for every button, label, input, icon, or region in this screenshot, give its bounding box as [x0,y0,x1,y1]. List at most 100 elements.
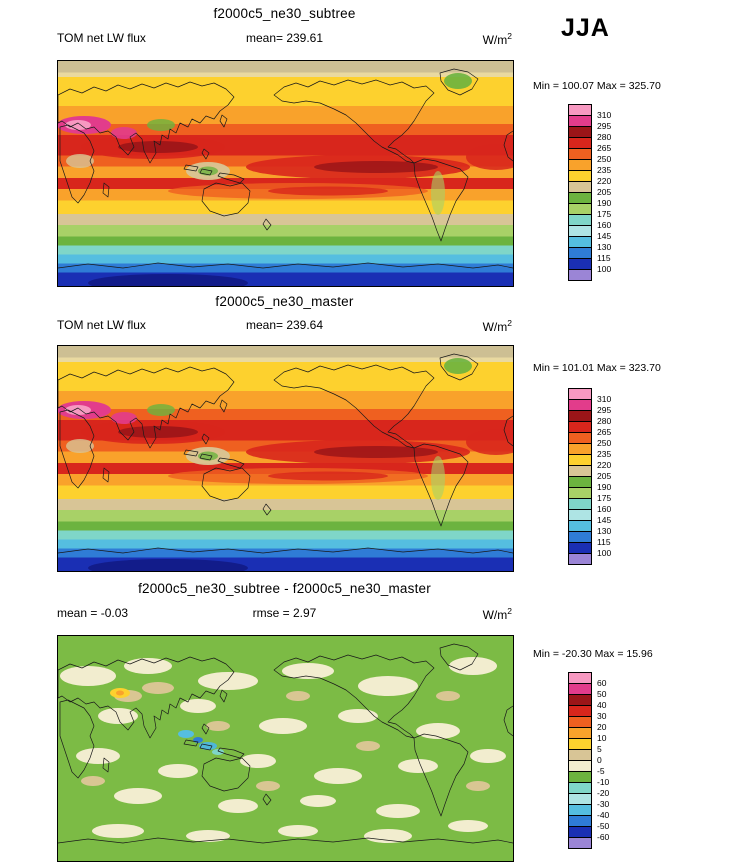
colorbar-tick-label: -50 [597,821,610,831]
panel-3-colorbar: 60 50 40 30 20 10 5 0 -5 -10 -20 -30 -40 -50 -60 [568,672,638,849]
colorbar-box [569,509,591,520]
colorbar-box [569,673,591,683]
colorbar-boxes [568,104,592,281]
map-subtree-graphic [58,68,513,286]
panel-1-units-base: W/m [482,33,508,47]
colorbar-box [569,837,591,848]
panel-3-units-base: W/m [482,608,508,622]
colorbar-box [569,476,591,487]
colorbar-box [569,421,591,432]
colorbar-box [569,465,591,476]
colorbar-box [569,258,591,269]
panel-3-title: f2000c5_ne30_subtree - f2000c5_ne30_mast… [138,581,431,596]
colorbar-box [569,443,591,454]
colorbar-box [569,727,591,738]
colorbar-box [569,225,591,236]
colorbar-tick-label: 175 [597,493,612,503]
panel-2-label-row: TOM net LW flux mean= 239.64 W/m2 [57,318,512,334]
colorbar-box [569,269,591,280]
colorbar-box [569,410,591,421]
colorbar-box [569,399,591,410]
panel-3-mean-label: mean = -0.03 [57,606,129,620]
colorbar-box [569,771,591,782]
panel-3-label-row: mean = -0.03 rmse = 2.97 W/m2 [57,606,512,622]
panel-2-colorbar: 310 295 280 265 250 235 220 205 190 175 160 145 130 1… [568,388,638,565]
colorbar-tick-label: 235 [597,449,612,459]
colorbar-box [569,487,591,498]
colorbar-box [569,126,591,137]
colorbar-box [569,553,591,564]
colorbar-tick-label: 190 [597,482,612,492]
colorbar-tick-label: 100 [597,264,612,274]
colorbar-tick-label: 160 [597,220,612,230]
panel-1-units-exponent: 2 [507,31,512,41]
colorbar-box [569,804,591,815]
colorbar-box [569,531,591,542]
panel-2-title: f2000c5_ne30_master [215,294,354,309]
colorbar-tick-label: 235 [597,165,612,175]
colorbar-tick-label: 130 [597,526,612,536]
colorbar-tick-label: 30 [597,711,607,721]
colorbar-tick-label: 205 [597,187,612,197]
colorbar-tick-label: -30 [597,799,610,809]
colorbar-tick-label: -20 [597,788,610,798]
colorbar-tick-label: 220 [597,176,612,186]
colorbar-tick-label: 265 [597,427,612,437]
colorbar-box [569,716,591,727]
panel-2-units-base: W/m [482,320,508,334]
colorbar-box [569,454,591,465]
panel-1-colorbar: 310 295 280 265 250 235 220 205 190 175 160 145 130 1… [568,104,638,281]
colorbar-box [569,782,591,793]
colorbar-box [569,694,591,705]
colorbar-tick-label: 100 [597,548,612,558]
colorbar-box [569,793,591,804]
colorbar-tick-label: 160 [597,504,612,514]
map-master [57,345,514,572]
map-difference [57,635,514,862]
colorbar-tick-label: -60 [597,832,610,842]
panel-1-units-label: W/m2 [483,31,512,47]
colorbar-tick-label: 20 [597,722,607,732]
colorbar-tick-label: -5 [597,766,605,776]
colorbar-box [569,236,591,247]
colorbar-box [569,105,591,115]
colorbar-boxes [568,388,592,565]
panel-1-label-row: TOM net LW flux mean= 239.61 W/m2 [57,31,512,47]
colorbar-box [569,738,591,749]
colorbar-box [569,170,591,181]
colorbar-tick-label: 0 [597,755,602,765]
colorbar-tick-label: 295 [597,121,612,131]
panel-2-variable-label: TOM net LW flux [57,318,146,332]
colorbar-box [569,683,591,694]
colorbar-box [569,214,591,225]
panel-2-minmax: Min = 101.01 Max = 323.70 [533,362,661,374]
panel-1-title: f2000c5_ne30_subtree [213,6,356,21]
colorbar-tick-label: 130 [597,242,612,252]
season-label: JJA [561,14,610,42]
colorbar-tick-label: -40 [597,810,610,820]
colorbar-box [569,432,591,443]
map-difference-graphic [58,643,513,844]
colorbar-tick-label: 50 [597,689,607,699]
colorbar-box [569,705,591,716]
colorbar-box [569,826,591,837]
colorbar-tick-label: 280 [597,132,612,142]
colorbar-box [569,115,591,126]
colorbar-box [569,520,591,531]
colorbar-tick-label: 10 [597,733,607,743]
colorbar-tick-label: 175 [597,209,612,219]
panel-1-minmax: Min = 100.07 Max = 325.70 [533,80,661,92]
colorbar-box [569,815,591,826]
map-subtree [57,60,514,287]
colorbar-box [569,203,591,214]
colorbar-box [569,389,591,399]
panel-3-units-label: W/m2 [483,606,512,622]
panel-1-mean-label: mean= 239.61 [245,31,324,45]
colorbar-box [569,247,591,258]
colorbar-tick-label: 265 [597,143,612,153]
colorbar-tick-label: 250 [597,438,612,448]
colorbar-tick-label: 295 [597,405,612,415]
colorbar-box [569,749,591,760]
panel-2-units-exponent: 2 [507,318,512,328]
